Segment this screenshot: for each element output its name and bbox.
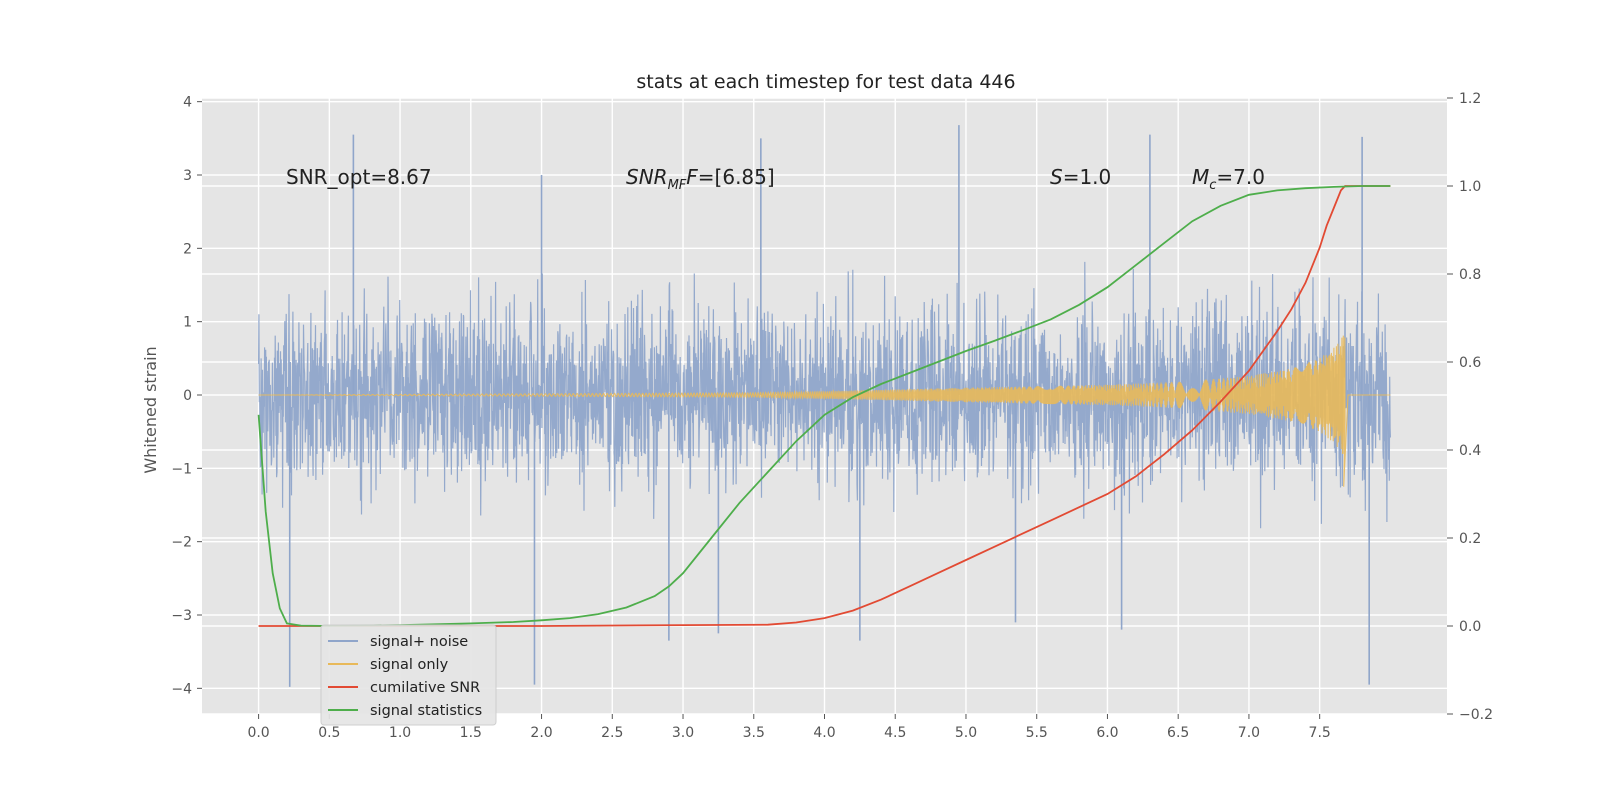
y2-tick-label: 1.2: [1459, 91, 1481, 107]
x-tick-label: 7.5: [1309, 725, 1331, 741]
x-tick-label: 2.0: [530, 725, 552, 741]
y-tick-label: −4: [171, 681, 192, 697]
annotation-s-var: S: [1050, 165, 1063, 189]
y-tick-label: 2: [183, 241, 192, 257]
x-tick-label: 4.5: [884, 725, 906, 741]
y2-tick-label: 0.6: [1459, 355, 1481, 371]
legend-label: signal only: [370, 657, 449, 673]
x-tick-label: 5.5: [1026, 725, 1048, 741]
x-tick-label: 5.0: [955, 725, 977, 741]
legend-label: signal+ noise: [370, 634, 468, 650]
y-axis-right: 1.2 1.0 0.8 0.6 0.4 0.2 0.0 −0.2: [1447, 91, 1493, 723]
annotation-snr-opt: SNR_opt=8.67: [286, 165, 432, 189]
annotation-snr-mf: SNRMFF=[6.85]: [626, 165, 775, 193]
x-tick-label: 0.5: [318, 725, 340, 741]
y-tick-label: 1: [183, 315, 192, 331]
annotation-mc: Mc=7.0: [1192, 165, 1265, 193]
x-axis: 0.0 0.5 1.0 1.5 2.0 2.5 3.0 3.5 4.0 4.5 5.0 5.5 6.0 6…: [247, 714, 1331, 741]
y-tick-label: −3: [171, 608, 192, 624]
y-axis-left: 4 3 2 1 0 −1 −2 −3 −4: [171, 95, 202, 697]
x-tick-label: 3.5: [743, 725, 765, 741]
legend-box: [320, 624, 497, 726]
annotations: SNR_opt=8.67 SNRMFF=[6.85] S=1.0 Mc=7.0: [286, 165, 1265, 193]
x-tick-label: 1.5: [460, 725, 482, 741]
annotation-s-value: =1.0: [1063, 165, 1112, 189]
annotation-s: S=1.0: [1050, 165, 1111, 189]
y-tick-label: −1: [171, 461, 192, 477]
x-tick-label: 3.0: [672, 725, 694, 741]
plot-area: 0.0 0.5 1.0 1.5 2.0 2.5 3.0 3.5 4.0 4.5 5.0 5.5 6.0 6…: [171, 91, 1493, 741]
legend-label: signal statistics: [370, 703, 482, 719]
annotation-snr-mf-main: SNR: [626, 165, 668, 189]
x-tick-label: 6.5: [1167, 725, 1189, 741]
legend: signal+ noise signal only cumilative SNR si…: [320, 624, 497, 726]
x-tick-label: 1.0: [389, 725, 411, 741]
x-tick-label: 4.0: [813, 725, 835, 741]
y2-tick-label: 0.2: [1459, 531, 1481, 547]
series-cumulative-snr: [258, 185, 1391, 627]
y2-tick-label: −0.2: [1459, 707, 1493, 723]
y-tick-label: 3: [183, 168, 192, 184]
x-tick-label: 2.5: [601, 725, 623, 741]
y-tick-label: 4: [183, 95, 192, 111]
y-tick-label: 0: [183, 388, 192, 404]
y2-tick-label: 0.8: [1459, 267, 1481, 283]
annotation-mc-sub: c: [1209, 178, 1216, 193]
annotation-mc-var: M: [1192, 165, 1209, 189]
x-tick-label: 6.0: [1096, 725, 1118, 741]
y2-tick-label: 0.4: [1459, 443, 1481, 459]
x-tick-label: 0.0: [247, 725, 269, 741]
series-signal-only: [258, 335, 1391, 487]
annotation-snr-mf-value: =[6.85]: [698, 165, 775, 189]
y-axis-label: Whitened strain: [141, 346, 160, 473]
y2-tick-label: 1.0: [1459, 179, 1481, 195]
legend-label: cumilative SNR: [370, 680, 480, 696]
y2-tick-label: 0.0: [1459, 619, 1481, 635]
annotation-snr-mf-sub: MF: [668, 178, 687, 193]
x-tick-label: 7.0: [1238, 725, 1260, 741]
annotation-mc-value: =7.0: [1216, 165, 1265, 189]
y-tick-label: −2: [171, 535, 192, 551]
annotation-snr-mf-f: F: [686, 165, 698, 189]
chart-title: stats at each timestep for test data 446: [636, 71, 1015, 93]
